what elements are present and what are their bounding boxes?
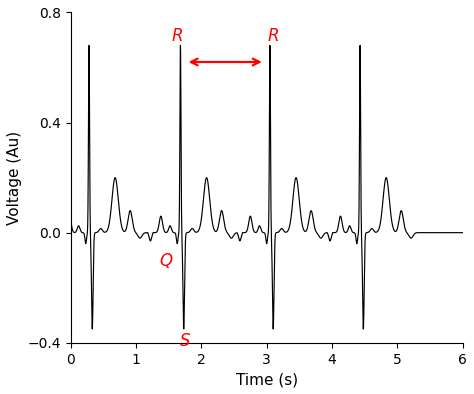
Text: R: R xyxy=(267,28,279,45)
Text: S: S xyxy=(180,332,190,350)
Text: R: R xyxy=(172,28,183,45)
Text: Q: Q xyxy=(159,252,172,270)
X-axis label: Time (s): Time (s) xyxy=(236,372,298,387)
Y-axis label: Voltage (Au): Voltage (Au) xyxy=(7,130,22,225)
